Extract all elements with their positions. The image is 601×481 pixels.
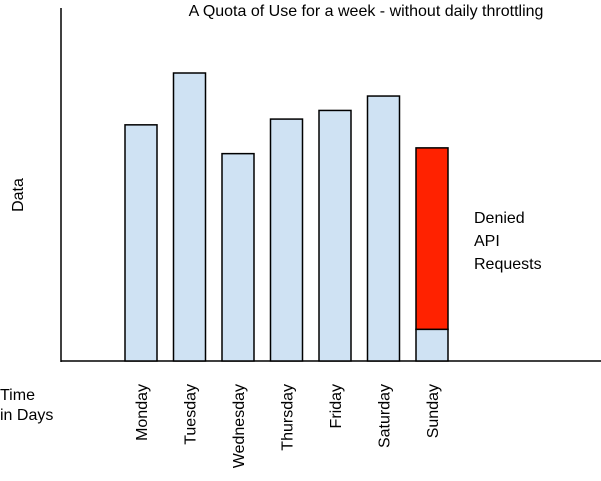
tick-label-saturday: Saturday <box>377 384 394 448</box>
chart-title: A Quota of Use for a week - without dail… <box>189 3 544 20</box>
tick-labels: Monday Tuesday Wednesday Thursday Friday Satu… <box>134 384 442 468</box>
bar-saturday-series-0 <box>366 95 401 362</box>
bar-tuesday-series-0 <box>172 72 207 362</box>
tick-label-tuesday: Tuesday <box>183 384 200 445</box>
tick-label-thursday: Thursday <box>280 384 297 451</box>
bar-sunday-series-1 <box>415 147 449 331</box>
y-axis-label: Data <box>10 178 27 212</box>
tick-label-monday: Monday <box>134 384 151 441</box>
x-axis-label: Time in Days <box>0 387 53 424</box>
denied-api-requests-annotation: Denied API Requests <box>474 210 542 273</box>
tick-label-sunday: Sunday <box>425 384 442 438</box>
bar-friday-series-0 <box>318 109 352 362</box>
bar-sunday-series-0 <box>415 328 449 362</box>
bar-wednesday-series-0 <box>221 152 255 362</box>
tick-label-wednesday: Wednesday <box>231 384 248 468</box>
bars <box>124 72 449 362</box>
bar-monday-series-0 <box>124 124 158 362</box>
tick-label-friday: Friday <box>328 384 345 428</box>
bar-thursday-series-0 <box>269 118 304 362</box>
